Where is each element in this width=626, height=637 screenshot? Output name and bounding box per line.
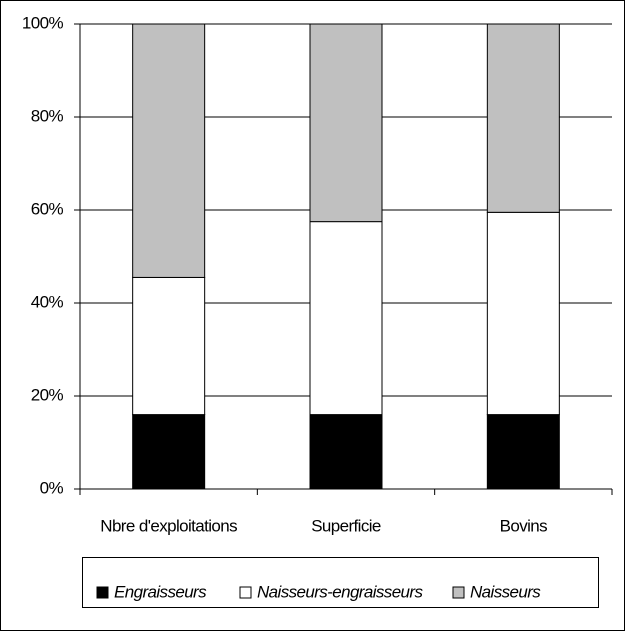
y-tick-label: 20%	[31, 385, 64, 404]
x-tick-label: Superficie	[311, 516, 381, 535]
y-tick-label: 0%	[40, 478, 64, 497]
bar-segment	[132, 414, 206, 490]
x-tick-label: Bovins	[500, 516, 548, 535]
bar-segment	[486, 211, 560, 416]
legend-box	[82, 557, 599, 608]
y-tick-label: 80%	[31, 106, 64, 125]
bar-segment	[309, 414, 383, 490]
bar-segment	[486, 23, 560, 213]
bar-segment	[309, 23, 383, 223]
legend-swatch	[452, 586, 465, 599]
legend-swatch	[239, 586, 252, 599]
bar-segment	[486, 414, 560, 490]
x-tick-label: Nbre d'exploitations	[100, 516, 237, 535]
bar-segment	[132, 23, 206, 278]
y-tick-label: 40%	[31, 292, 64, 311]
legend-swatch	[96, 586, 109, 599]
legend-label: Engraisseurs	[114, 582, 207, 601]
legend-label: Naisseurs	[470, 582, 541, 601]
y-tick-label: 60%	[31, 199, 64, 218]
y-tick-label: 100%	[22, 13, 64, 32]
bar-segment	[309, 221, 383, 416]
legend-label: Naisseurs-engraisseurs	[257, 582, 423, 601]
bar-segment	[132, 276, 206, 416]
